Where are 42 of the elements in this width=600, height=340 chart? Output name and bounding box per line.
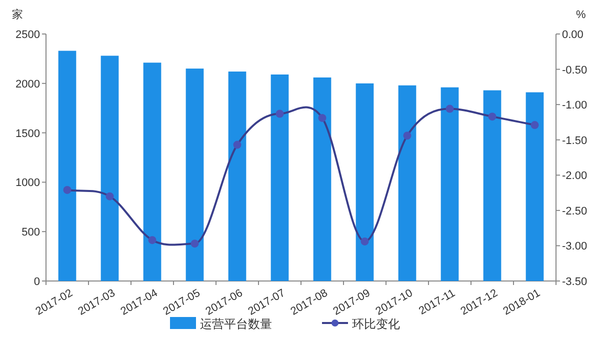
bar bbox=[313, 77, 332, 281]
bar bbox=[398, 85, 416, 281]
bar bbox=[100, 56, 119, 281]
bar bbox=[143, 62, 162, 281]
legend-label: 运营平台数量 bbox=[200, 317, 272, 331]
y2-axis-title: % bbox=[576, 9, 586, 21]
point bbox=[148, 236, 156, 244]
y2-tick-label: -1.50 bbox=[562, 134, 588, 147]
y2-tick-label: -1.00 bbox=[562, 100, 588, 112]
bar bbox=[58, 50, 76, 281]
point bbox=[318, 114, 326, 122]
point bbox=[403, 132, 412, 140]
bar bbox=[186, 68, 204, 281]
bar bbox=[483, 90, 502, 281]
bar bbox=[440, 87, 459, 281]
point bbox=[276, 110, 284, 118]
y2-tick-label: -0.50 bbox=[562, 64, 588, 76]
bar bbox=[356, 83, 374, 281]
y2-tick-label: -2.50 bbox=[562, 205, 588, 218]
point bbox=[488, 112, 496, 121]
point bbox=[530, 121, 539, 130]
point bbox=[233, 140, 242, 149]
point bbox=[63, 186, 72, 194]
point bbox=[446, 104, 454, 113]
y-tick-label: 1000 bbox=[16, 177, 40, 190]
y-tick-label: 2500 bbox=[16, 29, 40, 41]
y-tick-label: 0 bbox=[34, 276, 40, 288]
point bbox=[106, 192, 114, 200]
bar bbox=[526, 92, 544, 281]
y2-tick-label: -2.00 bbox=[562, 170, 588, 182]
y-tick-label: 2000 bbox=[16, 78, 40, 90]
y2-tick-label: 0.00 bbox=[562, 29, 584, 41]
y-tick-label: 1500 bbox=[16, 128, 40, 140]
bar bbox=[270, 74, 289, 281]
legend-label: 环比变化 bbox=[352, 317, 400, 331]
y-axis-title: 家 bbox=[12, 8, 23, 21]
point bbox=[360, 237, 369, 246]
bar bbox=[228, 72, 246, 281]
y2-tick-label: -3.00 bbox=[562, 240, 588, 253]
point bbox=[190, 240, 199, 248]
y-tick-label: 500 bbox=[22, 226, 40, 239]
y2-tick-label: -3.50 bbox=[562, 276, 588, 288]
